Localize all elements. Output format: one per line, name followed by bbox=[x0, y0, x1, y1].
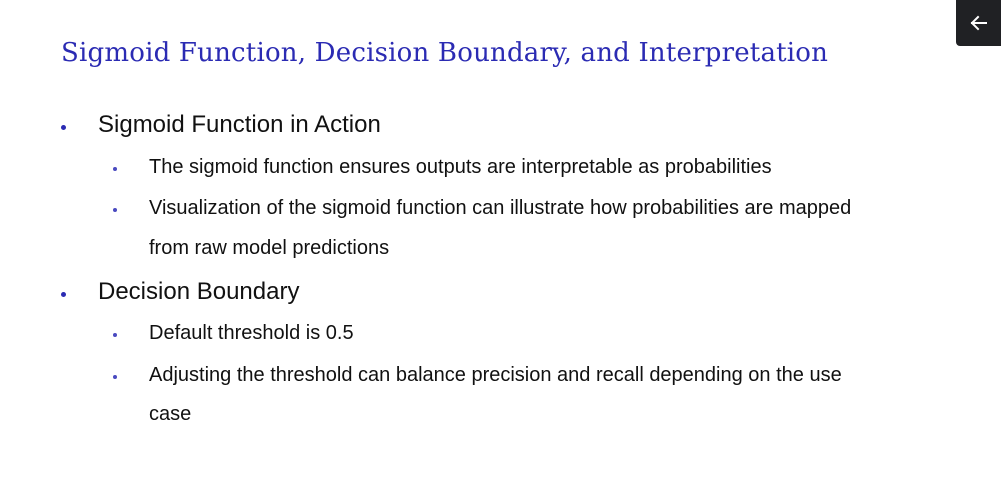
slide-title: Sigmoid Function, Decision Boundary, and… bbox=[61, 38, 829, 68]
section-heading: Decision Boundary bbox=[98, 278, 300, 305]
sub-bullet-text: Visualization of the sigmoid function ca… bbox=[149, 197, 852, 219]
bullet-dot bbox=[61, 292, 66, 297]
sub-bullet-text: Default threshold is 0.5 bbox=[149, 322, 354, 344]
sub-bullet-dot bbox=[113, 333, 117, 337]
sub-bullet-text-continued: from raw model predictions bbox=[149, 237, 390, 259]
sub-bullet-dot bbox=[113, 375, 117, 379]
sub-bullet-dot bbox=[113, 167, 117, 171]
back-button[interactable] bbox=[956, 0, 1001, 46]
section-heading: Sigmoid Function in Action bbox=[98, 111, 381, 138]
bullet-dot bbox=[61, 125, 66, 130]
sub-bullet-text: The sigmoid function ensures outputs are… bbox=[149, 156, 772, 178]
sub-bullet-dot bbox=[113, 208, 117, 212]
arrow-left-icon bbox=[970, 15, 987, 31]
sub-bullet-text: Adjusting the threshold can balance prec… bbox=[149, 364, 842, 386]
sub-bullet-text-continued: case bbox=[149, 403, 192, 425]
